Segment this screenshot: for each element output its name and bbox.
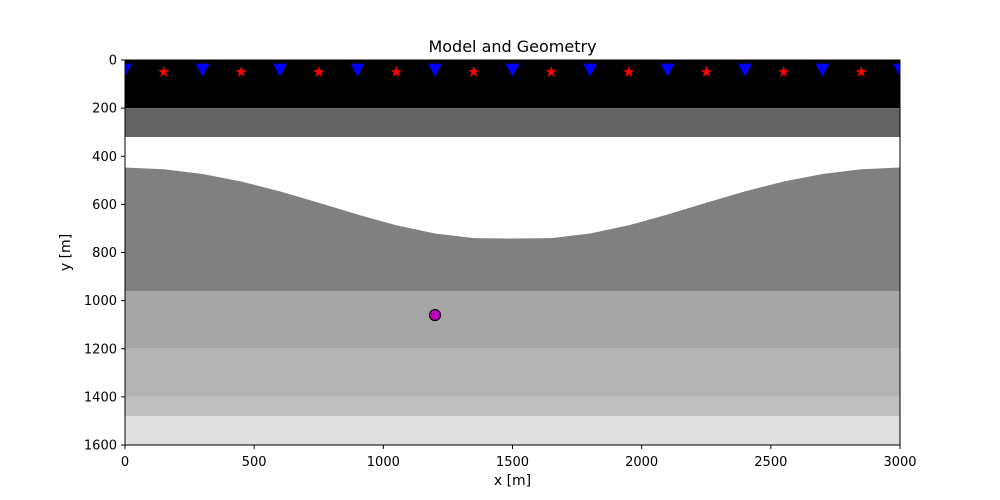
x-tick-label: 2500 xyxy=(754,455,787,470)
receiver-marker xyxy=(815,63,830,77)
source-marker xyxy=(313,66,325,77)
x-tick-label: 0 xyxy=(121,455,129,470)
y-tick-label: 200 xyxy=(92,102,117,117)
y-tick-label: 1200 xyxy=(84,342,117,357)
y-tick-label: 0 xyxy=(109,54,117,69)
receiver-marker xyxy=(125,63,132,77)
velocity-layer-1 xyxy=(125,108,900,137)
receiver-marker xyxy=(428,63,442,77)
receiver-marker xyxy=(505,63,520,77)
source-marker xyxy=(700,66,712,77)
x-tick-label: 2000 xyxy=(625,455,658,470)
receiver-marker xyxy=(738,63,752,77)
y-tick-label: 400 xyxy=(92,150,117,165)
y-tick-label: 800 xyxy=(92,246,117,261)
receiver-marker xyxy=(273,63,287,77)
receiver-marker xyxy=(660,63,675,77)
y-tick-label: 600 xyxy=(92,198,117,213)
plot-area xyxy=(125,60,900,445)
x-tick-label: 1000 xyxy=(367,455,400,470)
y-axis: 0 200 400 600 800 1000 1200 1400 1600 xyxy=(84,54,125,454)
x-tick-label: 500 xyxy=(242,455,267,470)
receiver-marker xyxy=(195,63,210,77)
receiver-marker xyxy=(893,63,900,77)
source-marker xyxy=(235,66,247,77)
source-marker xyxy=(545,66,557,77)
source-marker xyxy=(468,66,480,77)
velocity-layer-6 xyxy=(125,416,900,445)
source-marker xyxy=(778,66,790,77)
point-marker xyxy=(428,308,442,322)
receiver-marker xyxy=(583,63,597,77)
curved-layer xyxy=(125,167,900,291)
chart-title: Model and Geometry xyxy=(428,37,596,56)
y-axis-label: y [m] xyxy=(58,234,74,271)
velocity-layer-4 xyxy=(125,348,900,397)
y-tick-label: 1000 xyxy=(84,294,117,309)
markers-layer xyxy=(125,63,900,322)
x-axis-label: x [m] xyxy=(494,473,531,489)
receiver-marker xyxy=(350,63,365,77)
y-tick-label: 1400 xyxy=(84,390,117,405)
x-tick-label: 3000 xyxy=(883,455,916,470)
source-marker xyxy=(158,66,170,77)
x-axis: 0 500 1000 1500 2000 2500 3000 xyxy=(121,445,917,470)
velocity-layer-5 xyxy=(125,396,900,417)
y-tick-label: 1600 xyxy=(84,439,117,454)
source-marker xyxy=(855,66,867,77)
x-tick-label: 1500 xyxy=(496,455,529,470)
source-marker xyxy=(390,66,402,77)
velocity-layer-3 xyxy=(125,291,900,349)
source-marker xyxy=(623,66,635,77)
